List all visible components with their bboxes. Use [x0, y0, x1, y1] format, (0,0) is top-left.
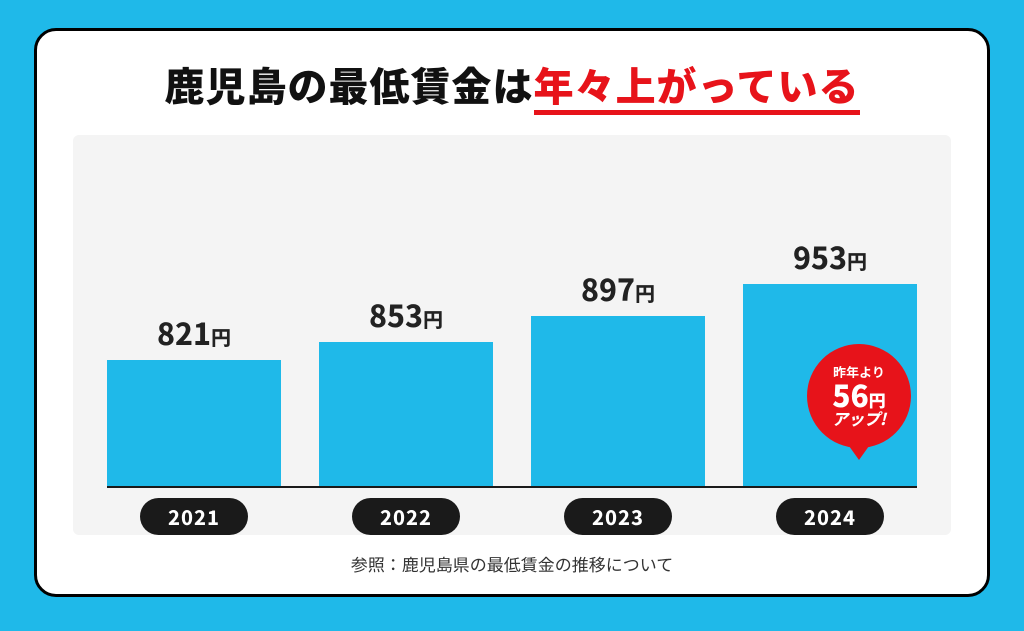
callout-tail-icon	[849, 446, 869, 460]
bars-container: 821円 853円 897円 953円 昨年より 56円	[107, 153, 917, 488]
footnote: 参照：鹿児島県の最低賃金の推移について	[73, 551, 951, 576]
bar-value-label: 821円	[157, 310, 231, 354]
title-emphasis: 年々上がっている	[534, 55, 860, 113]
bar-col-2022: 853円	[319, 292, 493, 486]
bar-col-2023: 897円	[531, 266, 705, 486]
bar-value-label: 853円	[369, 292, 443, 336]
bar-2021	[107, 360, 281, 486]
bar-2022	[319, 342, 493, 486]
title-normal: 鹿児島の最低賃金は	[165, 55, 534, 113]
card: 鹿児島の最低賃金は年々上がっている 821円 853円 897円 953円	[34, 28, 990, 597]
chart-title: 鹿児島の最低賃金は年々上がっている	[73, 55, 951, 113]
outer-background: 鹿児島の最低賃金は年々上がっている 821円 853円 897円 953円	[0, 0, 1024, 631]
bar-value-label: 953円	[793, 234, 867, 278]
chart-area: 821円 853円 897円 953円 昨年より 56円	[73, 135, 951, 535]
year-pill-2022: 2022	[319, 498, 493, 535]
bar-col-2021: 821円	[107, 310, 281, 486]
increase-callout-badge: 昨年より 56円 アップ!	[807, 344, 911, 448]
year-pill-2023: 2023	[531, 498, 705, 535]
year-pill-2021: 2021	[107, 498, 281, 535]
bar-2023	[531, 316, 705, 486]
bar-value-label: 897円	[581, 266, 655, 310]
title-underline	[534, 110, 860, 115]
year-pill-2024: 2024	[743, 498, 917, 535]
year-axis-row: 2021 2022 2023 2024	[107, 488, 917, 535]
callout-line3: アップ!	[832, 410, 886, 427]
